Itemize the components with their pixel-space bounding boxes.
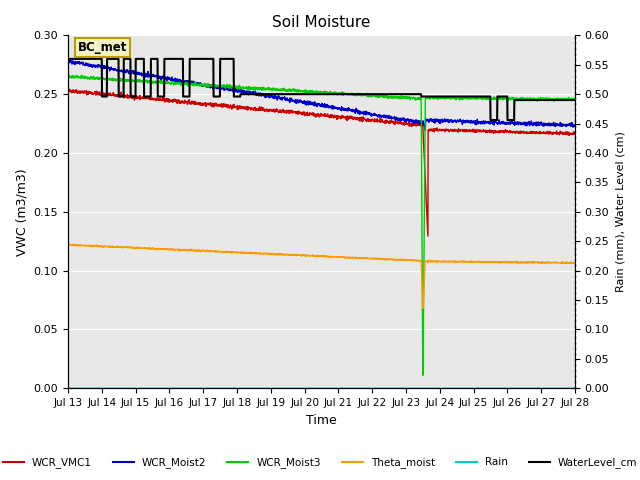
Text: BC_met: BC_met	[78, 41, 127, 54]
Y-axis label: Rain (mm), Water Level (cm): Rain (mm), Water Level (cm)	[615, 132, 625, 292]
X-axis label: Time: Time	[306, 414, 337, 427]
Legend: WCR_VMC1, WCR_Moist2, WCR_Moist3, Theta_moist, Rain, WaterLevel_cm: WCR_VMC1, WCR_Moist2, WCR_Moist3, Theta_…	[0, 453, 640, 472]
Y-axis label: VWC (m3/m3): VWC (m3/m3)	[15, 168, 28, 256]
Title: Soil Moisture: Soil Moisture	[272, 15, 371, 30]
